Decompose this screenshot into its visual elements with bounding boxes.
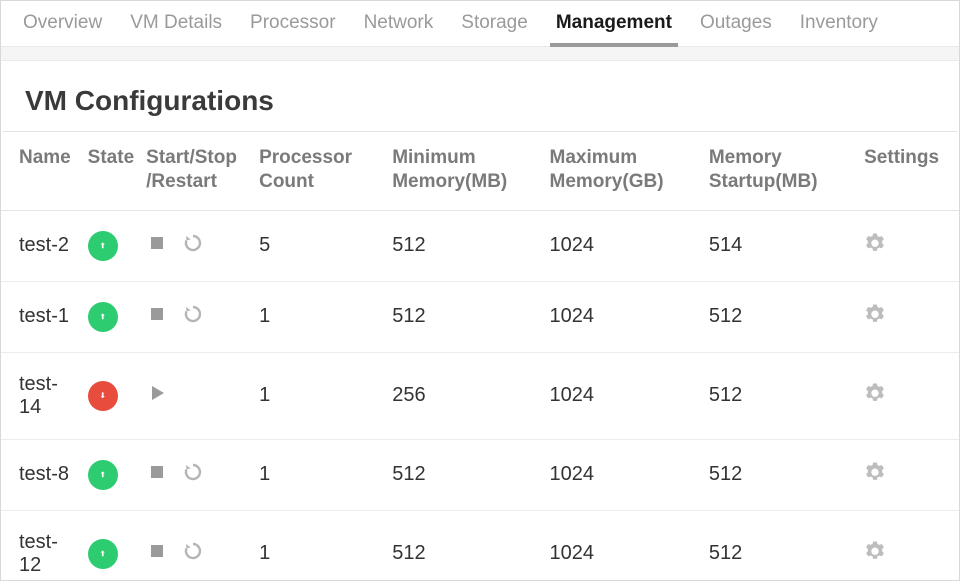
tab-storage[interactable]: Storage: [447, 2, 542, 46]
tab-network[interactable]: Network: [350, 2, 448, 46]
stop-button[interactable]: [146, 232, 168, 254]
stop-button[interactable]: [146, 303, 168, 325]
min-memory: 512: [386, 439, 543, 510]
vm-name: test-2: [1, 210, 82, 281]
stop-button[interactable]: [146, 461, 168, 483]
min-memory: 512: [386, 510, 543, 581]
table-header-row: Name State Start/Stop/Restart Processor …: [1, 132, 959, 210]
vm-actions: [146, 303, 204, 325]
vm-name: test-14: [1, 352, 82, 439]
col-actions[interactable]: Start/Stop/Restart: [140, 132, 253, 210]
mem-startup: 512: [703, 281, 858, 352]
max-memory: 1024: [544, 510, 703, 581]
state-up-icon: [88, 302, 118, 332]
restart-button[interactable]: [182, 303, 204, 325]
mem-startup: 512: [703, 352, 858, 439]
vm-actions: [146, 461, 204, 483]
table-row: test-12 1 512 1024 512: [1, 510, 959, 581]
col-max-mem[interactable]: Maximum Memory(GB): [544, 132, 703, 210]
start-button[interactable]: [146, 382, 168, 404]
vm-actions: [146, 232, 204, 254]
tab-inventory[interactable]: Inventory: [786, 2, 892, 46]
sub-bar: [1, 47, 959, 61]
table-row: test-8 1 512 1024 512: [1, 439, 959, 510]
settings-button[interactable]: [864, 461, 886, 483]
vm-actions: [146, 540, 204, 562]
table-row: test-1 1 512 1024 512: [1, 281, 959, 352]
vm-name: test-12: [1, 510, 82, 581]
settings-button[interactable]: [864, 382, 886, 404]
min-memory: 512: [386, 210, 543, 281]
vm-table-body: test-2 5 512 1024 514 test-1 1 512 1024 …: [1, 210, 959, 581]
processor-count: 1: [253, 281, 386, 352]
restart-button[interactable]: [182, 540, 204, 562]
max-memory: 1024: [544, 281, 703, 352]
settings-button[interactable]: [864, 303, 886, 325]
restart-button[interactable]: [182, 232, 204, 254]
processor-count: 1: [253, 352, 386, 439]
col-state[interactable]: State: [82, 132, 140, 210]
col-mem-startup[interactable]: Memory Startup(MB): [703, 132, 858, 210]
col-processor[interactable]: Processor Count: [253, 132, 386, 210]
tab-management[interactable]: Management: [542, 2, 686, 46]
tab-bar: Overview VM Details Processor Network St…: [1, 1, 959, 47]
col-name[interactable]: Name: [1, 132, 82, 210]
table-row: test-2 5 512 1024 514: [1, 210, 959, 281]
min-memory: 512: [386, 281, 543, 352]
mem-startup: 512: [703, 439, 858, 510]
restart-button[interactable]: [182, 461, 204, 483]
processor-count: 5: [253, 210, 386, 281]
col-actions-label: Start/Stop/Restart: [146, 147, 237, 192]
vm-table: Name State Start/Stop/Restart Processor …: [1, 132, 959, 581]
vm-name: test-1: [1, 281, 82, 352]
col-min-mem[interactable]: Minimum Memory(MB): [386, 132, 543, 210]
vm-name: test-8: [1, 439, 82, 510]
tab-processor[interactable]: Processor: [236, 2, 350, 46]
state-down-icon: [88, 381, 118, 411]
state-up-icon: [88, 460, 118, 490]
settings-button[interactable]: [864, 540, 886, 562]
processor-count: 1: [253, 510, 386, 581]
max-memory: 1024: [544, 210, 703, 281]
processor-count: 1: [253, 439, 386, 510]
tab-vm-details[interactable]: VM Details: [116, 2, 236, 46]
mem-startup: 512: [703, 510, 858, 581]
col-settings[interactable]: Settings: [858, 132, 959, 210]
max-memory: 1024: [544, 439, 703, 510]
tab-outages[interactable]: Outages: [686, 2, 786, 46]
page-title: VM Configurations: [3, 61, 957, 132]
max-memory: 1024: [544, 352, 703, 439]
mem-startup: 514: [703, 210, 858, 281]
table-row: test-14 1 256 1024 512: [1, 352, 959, 439]
tab-overview[interactable]: Overview: [9, 2, 116, 46]
state-up-icon: [88, 231, 118, 261]
min-memory: 256: [386, 352, 543, 439]
state-up-icon: [88, 539, 118, 569]
vm-actions: [146, 382, 168, 404]
settings-button[interactable]: [864, 232, 886, 254]
stop-button[interactable]: [146, 540, 168, 562]
